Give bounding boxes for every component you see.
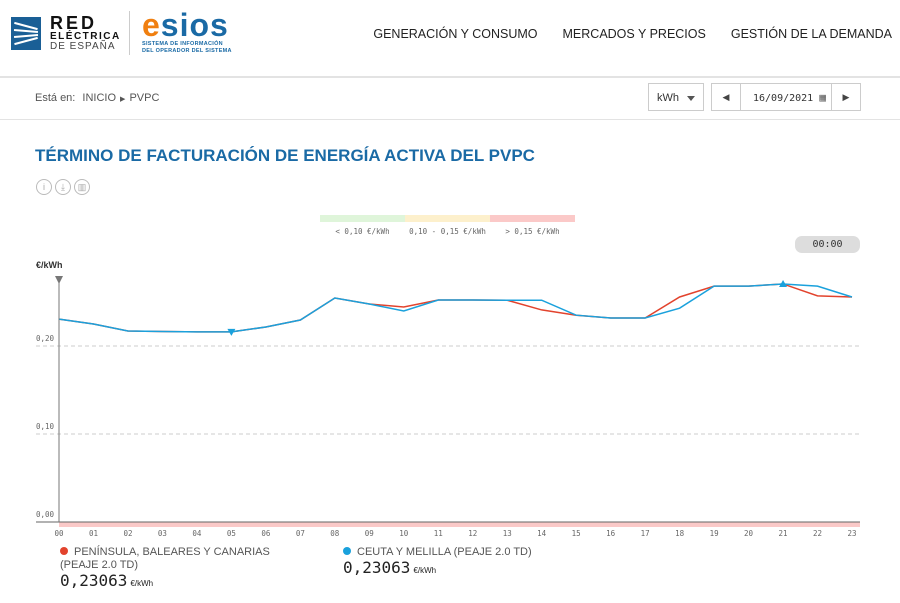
x-tick-label: 13 (503, 529, 512, 538)
series-unit: €/kWh (413, 566, 437, 575)
x-tick-label: 15 (572, 529, 581, 538)
x-tick-label: 23 (847, 529, 856, 538)
y-axis-label: €/kWh (36, 260, 63, 270)
action-icons: i ⤓ ▥ (36, 179, 90, 195)
series-name: CEUTA Y MELILLA (PEAJE 2.0 TD) (357, 546, 532, 558)
chart-icon[interactable]: ▥ (74, 179, 90, 195)
logo-text: sios (160, 7, 229, 43)
y-tick-label: 0,20 (36, 334, 55, 343)
x-tick-label: 11 (434, 529, 443, 538)
red-electrica-logo[interactable]: RED ELÉCTRICA DE ESPAÑA (11, 14, 121, 52)
date-value: 16/09/2021 (753, 93, 814, 104)
nav-mercados-precios[interactable]: MERCADOS Y PRECIOS (562, 27, 706, 41)
unit-select-value: kWh (657, 92, 679, 104)
x-tick-label: 04 (192, 529, 202, 538)
legend-label: > 0,15 €/kWh (505, 227, 560, 236)
price-range-legend: < 0,10 €/kWh 0,10 - 0,15 €/kWh > 0,15 €/… (320, 215, 575, 236)
logo-text: ELÉCTRICA (50, 31, 121, 42)
breadcrumb: Está en: INICIO ▶ PVPC (35, 92, 163, 104)
y-tick-label: 0,00 (36, 510, 55, 519)
high-price-band (59, 522, 860, 527)
breadcrumb-separator-icon: ▶ (120, 96, 126, 103)
logo-tagline: SISTEMA DE INFORMACIÓN (142, 41, 223, 47)
logo-tagline: DEL OPERADOR DEL SISTEMA (142, 47, 232, 54)
x-tick-label: 05 (227, 529, 236, 538)
logo-divider (129, 11, 130, 55)
x-tick-label: 19 (710, 529, 719, 538)
date-input[interactable]: 16/09/2021 ▦ (740, 84, 832, 110)
logo-text: e (142, 7, 161, 43)
x-tick-label: 01 (89, 529, 98, 538)
x-tick-label: 06 (261, 529, 271, 538)
x-tick-label: 16 (606, 529, 616, 538)
x-tick-label: 03 (158, 529, 167, 538)
legend-mid: 0,10 - 0,15 €/kWh (405, 215, 490, 236)
time-badge: 00:00 (795, 236, 860, 253)
red-dot-icon (60, 547, 68, 555)
legend-label: < 0,10 €/kWh (335, 227, 390, 236)
series-value: 0,23063 (60, 571, 128, 590)
chevron-down-icon (687, 96, 695, 105)
legend-label: 0,10 - 0,15 €/kWh (409, 227, 486, 236)
legend-low-swatch (320, 215, 405, 222)
x-tick-label: 12 (468, 529, 477, 538)
nav-generacion-consumo[interactable]: GENERACIÓN Y CONSUMO (373, 27, 538, 41)
x-tick-label: 14 (537, 529, 547, 538)
max-marker-icon (779, 279, 788, 287)
x-tick-label: 18 (675, 529, 685, 538)
blue-dot-icon (343, 547, 351, 555)
legend-high-swatch (490, 215, 575, 222)
x-tick-label: 07 (296, 529, 305, 538)
x-tick-label: 22 (813, 529, 822, 538)
x-tick-label: 21 (779, 529, 788, 538)
series-line-1 (58, 283, 853, 333)
unit-select[interactable]: kWh (648, 83, 704, 111)
page-title: TÉRMINO DE FACTURACIÓN DE ENERGÍA ACTIVA… (35, 146, 535, 165)
series-readout-ceuta: CEUTA Y MELILLA (PEAJE 2.0 TD) 0,23063 €/… (343, 546, 593, 577)
calendar-icon[interactable]: ▦ (819, 91, 826, 104)
y-tick-label: 0,10 (36, 422, 55, 431)
download-icon[interactable]: ⤓ (55, 179, 71, 195)
x-tick-label: 00 (54, 529, 64, 538)
series-name: PENÍNSULA, BALEARES Y CANARIAS (PEAJE 2.… (60, 546, 270, 571)
x-tick-label: 10 (399, 529, 409, 538)
nav-gestion-demanda[interactable]: GESTIÓN DE LA DEMANDA (730, 27, 892, 41)
breadcrumb-pvpc[interactable]: PVPC (129, 92, 160, 104)
legend-high: > 0,15 €/kWh (490, 215, 575, 236)
min-marker-icon (227, 328, 236, 336)
ree-logo-mark (11, 16, 41, 50)
site-header: RED ELÉCTRICA DE ESPAÑA esios SISTEMA DE… (0, 0, 900, 78)
main-nav: GENERACIÓN Y CONSUMO MERCADOS Y PRECIOS … (373, 27, 892, 41)
esios-logo[interactable]: esios SISTEMA DE INFORMACIÓN DEL OPERADO… (142, 9, 232, 54)
x-tick-label: 17 (641, 529, 650, 538)
legend-low: < 0,10 €/kWh (320, 215, 405, 236)
series-readout-peninsula: PENÍNSULA, BALEARES Y CANARIAS (PEAJE 2.… (60, 546, 310, 590)
x-tick-label: 08 (330, 529, 340, 538)
breadcrumb-prefix: Está en: (35, 92, 76, 104)
breadcrumb-bar: Está en: INICIO ▶ PVPC kWh ◀ 16/09/2021 ▦ ▶ (0, 78, 900, 120)
info-icon[interactable]: i (36, 179, 52, 195)
legend-mid-swatch (405, 215, 490, 222)
logo-text: DE ESPAÑA (50, 41, 116, 52)
date-picker: ◀ 16/09/2021 ▦ ▶ (711, 83, 861, 111)
series-line-0 (58, 283, 853, 333)
prev-day-button[interactable]: ◀ (722, 91, 730, 102)
x-tick-label: 02 (123, 529, 132, 538)
series-unit: €/kWh (130, 579, 154, 588)
series-value: 0,23063 (343, 558, 411, 577)
x-tick-label: 09 (365, 529, 374, 538)
price-chart[interactable]: €/kWh 0,00 0,10 0,20 00 01 02 03 04 05 06 07 08 09 10… (0, 0, 900, 545)
next-day-button[interactable]: ▶ (842, 91, 850, 102)
x-tick-label: 20 (744, 529, 754, 538)
breadcrumb-inicio[interactable]: INICIO (82, 92, 117, 104)
logo-text: RED (50, 13, 98, 33)
selected-hour-handle-icon (55, 276, 63, 284)
